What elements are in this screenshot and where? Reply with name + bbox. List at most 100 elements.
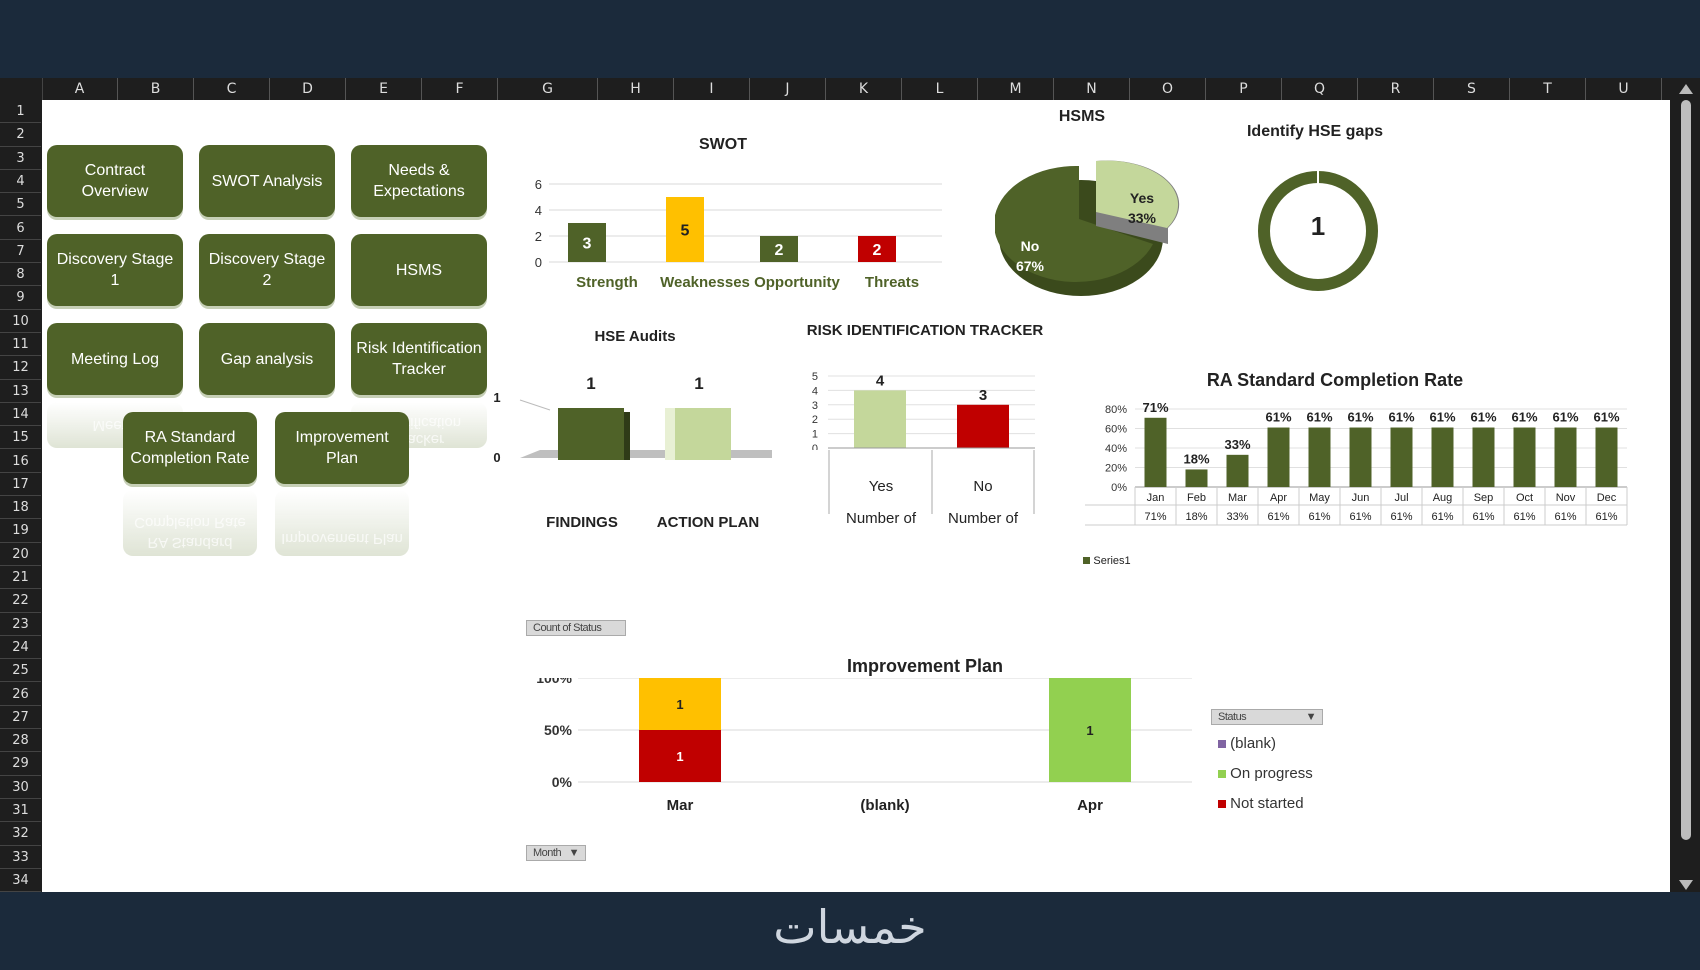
column-header-q[interactable]: Q [1282,78,1358,100]
improve-bar-segment [639,678,721,730]
month-dropdown-icon[interactable]: ▼ [568,847,580,859]
status-filter-button[interactable]: Status ▼ [1211,709,1323,725]
month-filter-button[interactable]: Month ▼ [526,845,586,861]
row-header-3[interactable]: 3 [0,147,41,170]
scroll-thumb[interactable] [1681,100,1691,840]
ra-title: RA Standard Completion Rate [1206,370,1464,390]
hsms-button[interactable]: HSMS [351,234,487,306]
row-header-13[interactable]: 13 [0,380,41,403]
row-header-24[interactable]: 24 [0,636,41,660]
row-header-4[interactable]: 4 [0,170,41,194]
ra-bar-label: 71% [1142,400,1168,415]
row-header-29[interactable]: 29 [0,752,41,776]
gap-analysis-button[interactable]: Gap analysis [199,323,335,395]
column-header-t[interactable]: T [1510,78,1586,100]
column-header-o[interactable]: O [1130,78,1206,100]
row-header-11[interactable]: 11 [0,333,41,357]
status-dropdown-icon[interactable]: ▼ [1305,711,1317,723]
column-header-i[interactable]: I [674,78,750,100]
column-header-j[interactable]: J [750,78,826,100]
column-header-f[interactable]: F [422,78,498,100]
audit-label-findings: FINDINGS [546,514,618,531]
ra-bar [1349,427,1372,487]
hse-gaps-value: 1 [1310,211,1326,241]
row-header-9[interactable]: 9 [0,286,41,310]
column-header-l[interactable]: L [902,78,978,100]
row-header-10[interactable]: 10 [0,310,41,333]
row-header-6[interactable]: 6 [0,217,41,240]
column-header-h[interactable]: H [598,78,674,100]
row-header-34[interactable]: 34 [0,869,41,892]
swot-label-threats: Threats [864,274,920,291]
risk-identification-tracker-button[interactable]: Risk Identification Tracker [351,323,487,395]
row-header-16[interactable]: 16 [0,450,41,473]
column-header-a[interactable]: A [42,78,118,100]
ra-table-value: 71% [1144,511,1166,523]
ra-tick-label: 80% [1105,404,1127,416]
row-header-20[interactable]: 20 [0,543,41,566]
row-header-7[interactable]: 7 [0,240,41,264]
discovery-stage-1-button[interactable]: Discovery Stage 1 [47,234,183,306]
column-header-u[interactable]: U [1586,78,1662,100]
row-header-21[interactable]: 21 [0,566,41,590]
discovery-stage-2-button[interactable]: Discovery Stage 2 [199,234,335,306]
row-header-14[interactable]: 14 [0,403,41,427]
pie-slice-yes [1096,160,1179,228]
row-header-17[interactable]: 17 [0,473,41,497]
improve-category-label: Mar [667,797,694,814]
row-header-26[interactable]: 26 [0,683,41,706]
swot-analysis-button[interactable]: SWOT Analysis [199,145,335,217]
improvement-plan-button[interactable]: Improvement Plan [275,412,409,484]
row-header-8[interactable]: 8 [0,263,41,287]
risk-cat-no: No [973,478,993,495]
vertical-scrollbar[interactable] [1670,78,1700,892]
column-header-n[interactable]: N [1054,78,1130,100]
column-header-m[interactable]: M [978,78,1054,100]
column-header-r[interactable]: R [1358,78,1434,100]
ra-standard-completion-rate-button[interactable]: RA Standard Completion Rate [123,412,257,484]
column-header-s[interactable]: S [1434,78,1510,100]
column-header-g[interactable]: G [498,78,598,100]
meeting-log-button[interactable]: Meeting Log [47,323,183,395]
row-header-31[interactable]: 31 [0,799,41,823]
select-all-corner[interactable] [0,78,43,100]
column-header-b[interactable]: B [118,78,194,100]
contract-overview-button[interactable]: Contract Overview [47,145,183,217]
row-header-12[interactable]: 12 [0,356,41,380]
ra-table-value: 61% [1390,511,1412,523]
row-header-32[interactable]: 32 [0,822,41,846]
ra-month-label: May [1309,492,1330,504]
count-of-status-button[interactable]: Count of Status [526,620,626,636]
ra-month-label: Aug [1433,492,1453,504]
risk-tick-label: 1 [812,429,818,441]
row-header-5[interactable]: 5 [0,193,41,217]
risk-bar [957,404,1009,448]
row-header-23[interactable]: 23 [0,613,41,636]
row-header-30[interactable]: 30 [0,776,41,799]
swot-title: SWOT [699,136,747,153]
column-header-e[interactable]: E [346,78,422,100]
row-header-15[interactable]: 15 [0,426,41,450]
row-header-2[interactable]: 2 [0,123,41,147]
row-header-28[interactable]: 28 [0,729,41,753]
column-header-d[interactable]: D [270,78,346,100]
column-header-c[interactable]: C [194,78,270,100]
hse-audits-title: HSE Audits [594,328,676,345]
column-header-p[interactable]: P [1206,78,1282,100]
risk-tick-label: 3 [812,400,818,412]
row-header-19[interactable]: 19 [0,519,41,543]
row-header-22[interactable]: 22 [0,589,41,613]
row-header-33[interactable]: 33 [0,846,41,869]
row-header-27[interactable]: 27 [0,706,41,730]
row-header-18[interactable]: 18 [0,496,41,520]
needs-expectations-button[interactable]: Needs & Expectations [351,145,487,217]
ra-bar-label: 61% [1429,410,1455,425]
ra-table-value: 61% [1472,511,1494,523]
scroll-down-icon[interactable] [1679,880,1693,890]
row-header-1[interactable]: 1 [0,100,41,124]
scroll-up-icon[interactable] [1679,84,1693,94]
column-header-k[interactable]: K [826,78,902,100]
row-header-25[interactable]: 25 [0,659,41,683]
legend-on-progress-swatch [1218,770,1226,778]
